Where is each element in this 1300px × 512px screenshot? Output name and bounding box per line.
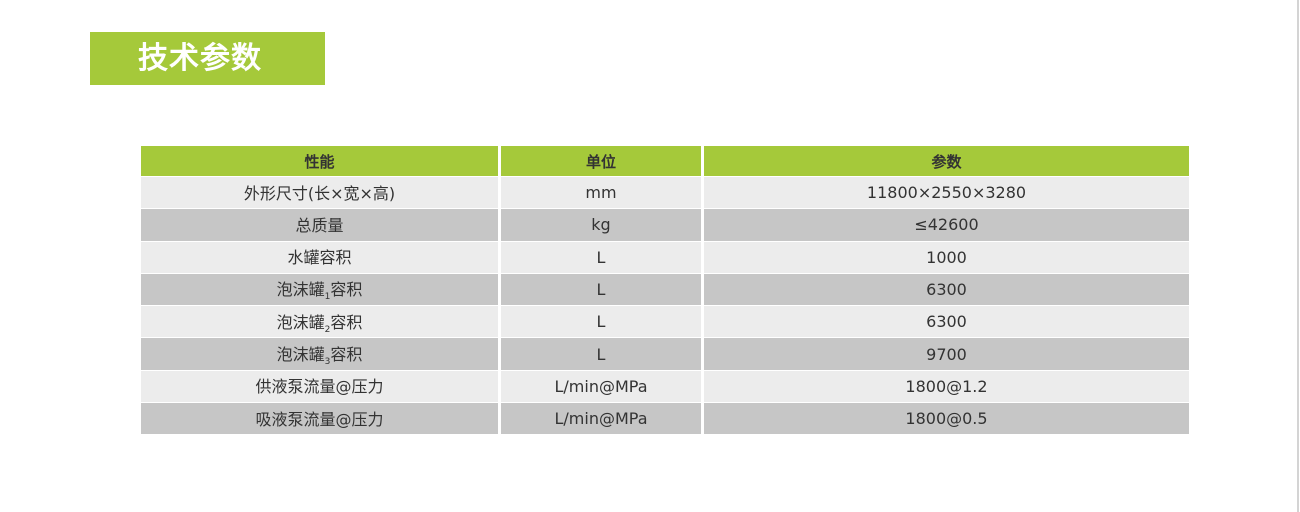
performance-name: 泡沫罐 (276, 312, 325, 332)
performance-name: 水罐容积 (287, 248, 352, 268)
cell-performance: 水罐容积 (141, 241, 498, 273)
cell-performance: 供液泵流量@压力 (141, 370, 498, 403)
subscript: 2 (324, 324, 331, 335)
cell-value: 11800×2550×3280 (704, 177, 1189, 209)
table-row: 泡沫罐3容积 L 9700 (141, 338, 1189, 370)
cell-unit: L (501, 306, 701, 338)
cell-performance: 泡沫罐3容积 (141, 338, 498, 370)
cell-value: 1000 (704, 241, 1189, 273)
cell-performance: 吸液泵流量@压力 (141, 403, 498, 435)
subscript: 1 (324, 292, 331, 303)
cell-value: 1800@1.2 (704, 370, 1189, 403)
performance-suffix: 容积 (330, 280, 363, 300)
cell-performance: 外形尺寸(长×宽×高) (141, 177, 498, 209)
table-row: 吸液泵流量@压力 L/min@MPa 1800@0.5 (141, 403, 1189, 435)
cell-performance: 泡沫罐1容积 (141, 273, 498, 306)
cell-value: 9700 (704, 338, 1189, 370)
table-row: 泡沫罐2容积 L 6300 (141, 306, 1189, 338)
section-title: 技术参数 (90, 32, 325, 85)
performance-name: 吸液泵流量@压力 (255, 409, 384, 429)
cell-unit: L (501, 273, 701, 306)
header-unit: 单位 (501, 146, 701, 176)
cell-value: 6300 (704, 306, 1189, 338)
performance-name: 泡沫罐 (276, 345, 325, 365)
performance-name: 总质量 (295, 215, 344, 235)
header-performance: 性能 (141, 146, 498, 176)
cell-performance: 总质量 (141, 209, 498, 241)
cell-unit: mm (501, 177, 701, 209)
subscript: 3 (324, 357, 331, 368)
cell-unit: L/min@MPa (501, 370, 701, 403)
cell-unit: L (501, 241, 701, 273)
cell-value: 1800@0.5 (704, 403, 1189, 435)
performance-name: 外形尺寸(长×宽×高) (243, 183, 396, 203)
table-header-row: 性能 单位 参数 (141, 146, 1189, 176)
page-edge-divider (1297, 0, 1299, 512)
cell-value: ≤42600 (704, 209, 1189, 241)
table-row: 总质量 kg ≤42600 (141, 209, 1189, 241)
cell-unit: L (501, 338, 701, 370)
performance-name: 供液泵流量@压力 (255, 377, 384, 397)
cell-performance: 泡沫罐2容积 (141, 306, 498, 338)
header-value: 参数 (704, 146, 1189, 176)
performance-suffix: 容积 (330, 312, 363, 332)
table-row: 泡沫罐1容积 L 6300 (141, 273, 1189, 306)
table-row: 外形尺寸(长×宽×高) mm 11800×2550×3280 (141, 177, 1189, 209)
performance-name: 泡沫罐 (276, 280, 325, 300)
cell-value: 6300 (704, 273, 1189, 306)
cell-unit: L/min@MPa (501, 403, 701, 435)
table-row: 供液泵流量@压力 L/min@MPa 1800@1.2 (141, 370, 1189, 403)
performance-suffix: 容积 (330, 345, 363, 365)
table-row: 水罐容积 L 1000 (141, 241, 1189, 273)
cell-unit: kg (501, 209, 701, 241)
spec-table: 性能 单位 参数 外形尺寸(长×宽×高) mm 11800×2550×3280 总质量… (138, 145, 1192, 435)
